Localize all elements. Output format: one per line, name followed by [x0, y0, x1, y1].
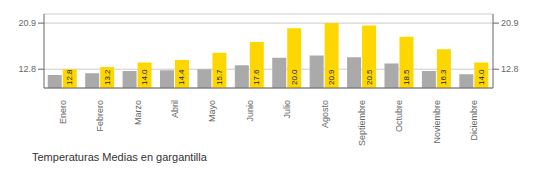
svg-text:Agosto: Agosto	[320, 100, 330, 128]
svg-text:14.0: 14.0	[477, 69, 486, 85]
svg-text:18.5: 18.5	[402, 69, 411, 85]
svg-text:Septiembre: Septiembre	[357, 100, 367, 146]
html-text:Temperaturas Medias en gargant: Temperaturas Medias en gargantilla	[32, 151, 207, 163]
svg-text:12.8: 12.8	[501, 64, 519, 74]
svg-text:Junio: Junio	[245, 100, 255, 122]
svg-text:14.4: 14.4	[177, 69, 186, 85]
svg-text:15.7: 15.7	[215, 69, 224, 85]
svg-text:20.9: 20.9	[501, 18, 519, 28]
svg-text:Julio: Julio	[282, 100, 292, 119]
svg-text:17.6: 17.6	[252, 69, 261, 85]
svg-text:20.0: 20.0	[290, 69, 299, 85]
svg-text:16.3: 16.3	[439, 69, 448, 85]
svg-text:Noviembre: Noviembre	[432, 100, 442, 144]
svg-text:20.9: 20.9	[327, 69, 336, 85]
svg-text:12.8: 12.8	[18, 64, 36, 74]
svg-text:12.8: 12.8	[65, 69, 74, 85]
svg-text:Octubre: Octubre	[394, 100, 404, 132]
svg-text:Febrero: Febrero	[95, 100, 105, 132]
svg-text:Abril: Abril	[170, 100, 180, 118]
svg-text:Diciembre: Diciembre	[469, 100, 479, 141]
svg-text:14.0: 14.0	[140, 69, 149, 85]
svg-text:20.5: 20.5	[365, 69, 374, 85]
svg-text:Enero: Enero	[58, 100, 68, 124]
svg-text:13.2: 13.2	[103, 69, 112, 85]
svg-text:20.9: 20.9	[18, 18, 36, 28]
svg-text:Marzo: Marzo	[133, 100, 143, 125]
svg-text:Mayo: Mayo	[207, 100, 217, 122]
